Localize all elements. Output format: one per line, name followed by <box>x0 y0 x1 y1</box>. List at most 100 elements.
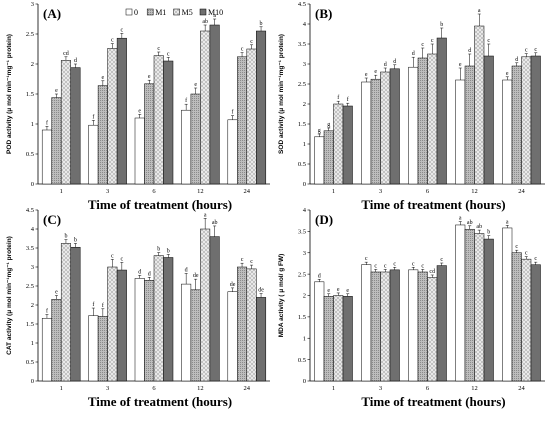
bar-M5 <box>60 60 71 185</box>
significance-letter: f <box>92 301 94 308</box>
y-tick-label: 1.5 <box>26 321 34 328</box>
y-tick-label: 1 <box>31 340 34 347</box>
x-tick-label: 12 <box>471 188 478 195</box>
bar-0 <box>134 117 145 185</box>
legend-label: M5 <box>182 8 193 17</box>
significance-letter: d <box>468 48 471 54</box>
y-tick-label: 1 <box>31 121 34 128</box>
significance-letter: de <box>230 282 236 288</box>
significance-letter: c <box>250 39 253 45</box>
significance-letter: e <box>55 88 58 94</box>
bar-M10 <box>256 297 267 382</box>
bar-M5 <box>153 255 164 382</box>
y-tick-label: 3.5 <box>26 245 34 252</box>
bar-0 <box>314 136 325 185</box>
bar-0 <box>88 124 99 185</box>
bar-M5 <box>380 71 391 185</box>
y-tick-label: 1.5 <box>298 314 306 321</box>
bar-M1 <box>370 271 381 382</box>
bar-M5 <box>333 295 344 382</box>
significance-letter: d <box>318 273 321 279</box>
bar-M5 <box>246 48 257 185</box>
panel-label: (D) <box>315 212 333 227</box>
y-tick-label: 1.5 <box>26 91 34 98</box>
y-tick-label: 2.5 <box>26 31 34 38</box>
significance-letter: c <box>157 46 160 52</box>
significance-letter: d <box>138 269 141 275</box>
y-tick-label: 4.5 <box>298 1 306 8</box>
bar-0 <box>88 315 99 382</box>
x-tick-label: 12 <box>197 385 204 392</box>
significance-letter: c <box>534 47 537 53</box>
bar-0 <box>502 227 513 382</box>
x-tick-label: 1 <box>332 385 335 392</box>
bar-M10 <box>70 67 81 185</box>
y-tick-label: 4 <box>303 207 307 214</box>
y-tick-label: 4 <box>303 21 307 28</box>
legend-swatch-M10 <box>199 8 207 16</box>
bar-M1 <box>511 65 522 185</box>
x-axis-label: Time of treatment (hours) <box>361 197 505 212</box>
significance-letter: b <box>260 21 263 27</box>
y-tick-label: 2.5 <box>298 81 306 88</box>
significance-letter: de <box>258 288 264 294</box>
y-tick-label: 4.5 <box>26 207 34 214</box>
bar-M5 <box>521 258 532 382</box>
bar-0 <box>408 269 419 382</box>
bar-M10 <box>70 246 81 382</box>
bar-M1 <box>51 97 62 185</box>
y-tick-label: 1.5 <box>298 121 306 128</box>
significance-letter: ab <box>212 220 218 226</box>
significance-letter: d <box>412 51 415 57</box>
legend-swatch-M5 <box>173 8 180 16</box>
significance-letter: d <box>185 267 188 273</box>
y-tick-label: 0.5 <box>26 151 34 158</box>
significance-letter: c <box>365 256 368 262</box>
bar-0 <box>134 278 145 382</box>
y-tick-label: 3.5 <box>298 41 306 48</box>
bar-0 <box>455 79 466 185</box>
bar-M10 <box>342 296 353 382</box>
significance-letter: a <box>204 212 207 218</box>
bar-M10 <box>389 68 400 185</box>
x-axis-label: Time of treatment (hours) <box>361 394 505 409</box>
significance-letter: f <box>337 94 339 101</box>
y-axis-label: MDA activity ( μ mol/ g FW) <box>278 254 285 338</box>
significance-letter: g <box>327 122 330 128</box>
significance-letter: b <box>440 22 443 28</box>
bar-M1 <box>417 57 428 185</box>
bar-0 <box>41 129 52 185</box>
significance-letter: f <box>347 96 349 103</box>
significance-letter: e <box>506 71 509 77</box>
y-tick-label: 4 <box>31 226 35 233</box>
x-tick-label: 6 <box>426 385 430 392</box>
significance-letter: e <box>327 288 330 294</box>
x-tick-label: 24 <box>518 188 525 195</box>
bar-0 <box>227 291 238 382</box>
bar-M1 <box>417 271 428 382</box>
bar-M10 <box>209 24 220 185</box>
significance-letter: e <box>346 288 349 294</box>
bar-M5 <box>107 48 118 185</box>
bar-M5 <box>246 268 257 382</box>
bar-0 <box>502 79 513 185</box>
legend: 0 M1 M5 M10 <box>125 8 223 17</box>
bar-M1 <box>464 65 475 185</box>
significance-letter: c <box>525 251 528 257</box>
bar-M10 <box>116 269 127 382</box>
x-tick-label: 1 <box>332 188 335 195</box>
bar-M5 <box>474 233 485 382</box>
significance-letter: e <box>138 108 141 114</box>
significance-letter: e <box>55 290 58 296</box>
y-axis-label: POD activity (μ mol min⁻¹mg⁻¹ protein) <box>6 34 13 154</box>
y-tick-label: 0 <box>303 181 306 188</box>
bar-0 <box>227 119 238 185</box>
significance-letter: e <box>102 75 105 81</box>
significance-letter: c <box>250 259 253 265</box>
legend-swatch-M1 <box>146 8 154 16</box>
bar-M10 <box>530 264 541 382</box>
x-tick-label: 12 <box>197 188 204 195</box>
